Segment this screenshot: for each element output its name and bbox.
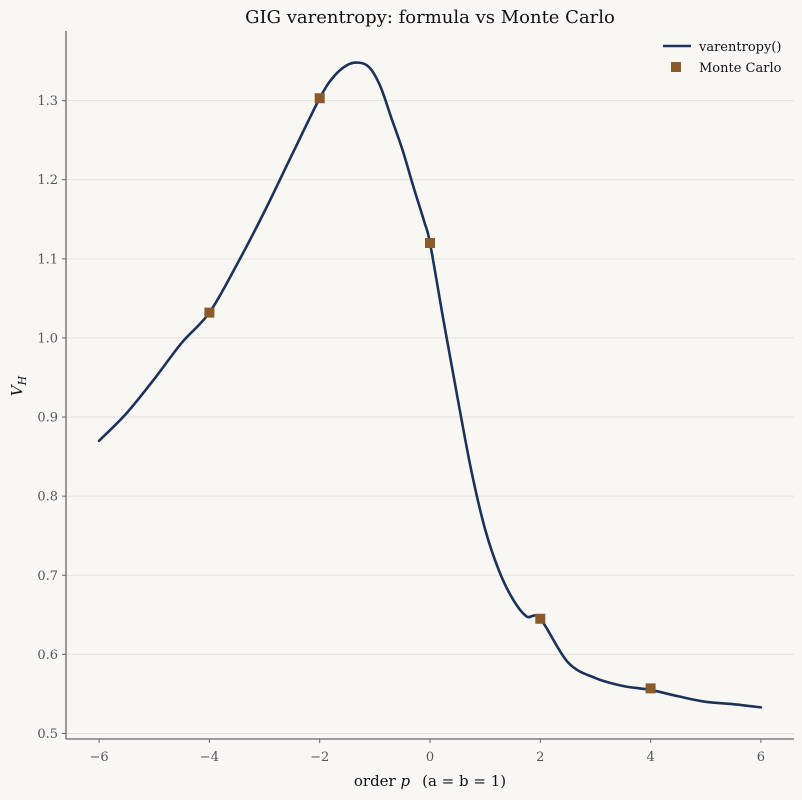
monte-carlo-point (204, 307, 215, 318)
monte-carlo-point (535, 613, 546, 624)
legend-label-line: varentropy() (698, 40, 781, 55)
x-axis-label: order p (a = b = 1) (354, 772, 506, 790)
y-tick-label: 0.7 (37, 569, 58, 584)
legend-marker-swatch (671, 62, 681, 72)
y-axis-label: VH (8, 375, 29, 396)
x-axis-label-var: p (401, 772, 411, 790)
series-layer (97, 61, 763, 709)
x-tick-label: 4 (646, 750, 654, 765)
series-line-varentropy (97, 61, 763, 709)
x-tick-label: −2 (310, 750, 329, 765)
x-tick-label: −6 (90, 750, 109, 765)
legend-label-scatter: Monte Carlo (699, 61, 782, 76)
y-axis-label-main: V (8, 383, 26, 396)
x-tick-label: −4 (200, 750, 219, 765)
x-axis-label-prefix: order (354, 772, 401, 790)
monte-carlo-point (645, 683, 656, 694)
y-tick-label: 0.9 (37, 411, 58, 426)
y-tick-label: 0.6 (37, 648, 58, 663)
y-tick-label: 1.2 (37, 173, 58, 188)
monte-carlo-point (314, 93, 325, 104)
y-tick-label: 0.5 (37, 727, 58, 742)
y-axis-label-sub: H (16, 375, 29, 386)
grid (66, 100, 794, 734)
legend: varentropy() Monte Carlo (663, 40, 782, 76)
chart-title: GIG varentropy: formula vs Monte Carlo (245, 7, 615, 28)
y-tick-label: 1.0 (37, 331, 58, 346)
x-axis-label-suffix: (a = b = 1) (422, 772, 506, 790)
y-tick-label: 1.3 (37, 94, 58, 109)
y-tick-label: 1.1 (37, 252, 58, 267)
y-ticks: 0.5 0.6 0.7 0.8 0.9 1.0 1.1 1.2 1.3 (37, 94, 66, 742)
x-tick-label: 6 (757, 750, 765, 765)
monte-carlo-point (425, 238, 435, 249)
x-tick-label: 0 (426, 750, 434, 765)
x-tick-label: 2 (536, 750, 544, 765)
x-ticks: −6 −4 −2 0 2 4 6 (90, 739, 765, 765)
y-tick-label: 0.8 (37, 490, 58, 505)
